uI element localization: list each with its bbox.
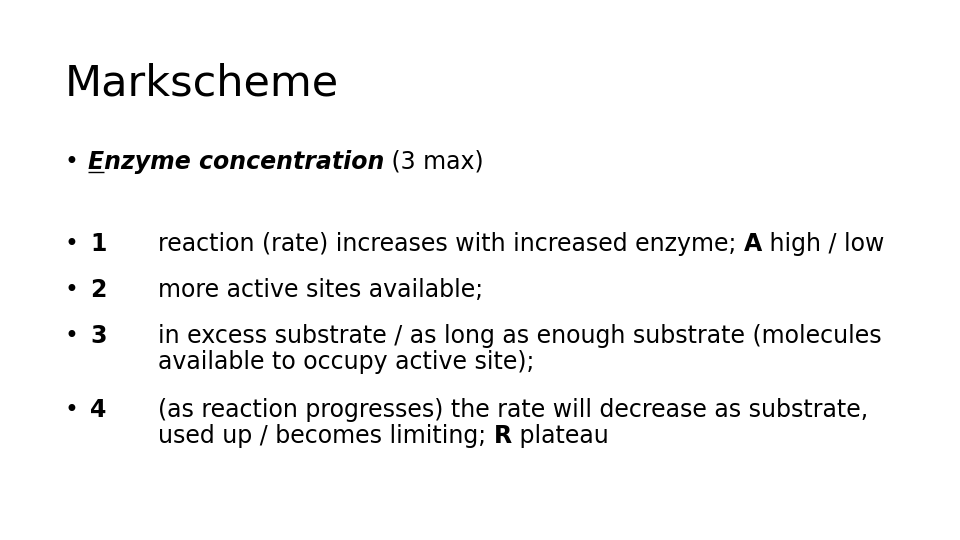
Text: 2: 2 — [90, 278, 107, 302]
Text: available to occupy active site);: available to occupy active site); — [158, 350, 535, 374]
Text: high / low: high / low — [762, 232, 884, 256]
Text: (3 max): (3 max) — [384, 150, 484, 174]
Text: plateau: plateau — [512, 424, 609, 448]
Text: Markscheme: Markscheme — [65, 62, 339, 104]
Text: (as reaction progresses) the rate will decrease as substrate,: (as reaction progresses) the rate will d… — [158, 398, 868, 422]
Text: more active sites available;: more active sites available; — [158, 278, 483, 302]
Text: A: A — [744, 232, 762, 256]
Text: •: • — [65, 278, 79, 302]
Text: 4: 4 — [90, 398, 107, 422]
Text: reaction (rate) increases with increased enzyme;: reaction (rate) increases with increased… — [158, 232, 744, 256]
Text: 3: 3 — [90, 324, 107, 348]
Text: •: • — [65, 324, 79, 348]
Text: E: E — [0, 539, 1, 540]
Text: •: • — [65, 150, 79, 174]
Text: 1: 1 — [90, 232, 107, 256]
Text: in excess substrate / as long as enough substrate (molecules: in excess substrate / as long as enough … — [158, 324, 881, 348]
Text: used up / becomes limiting;: used up / becomes limiting; — [158, 424, 493, 448]
Text: •: • — [65, 398, 79, 422]
Text: R: R — [493, 424, 512, 448]
Text: •: • — [65, 232, 79, 256]
Text: Enzyme concentration: Enzyme concentration — [88, 150, 384, 174]
